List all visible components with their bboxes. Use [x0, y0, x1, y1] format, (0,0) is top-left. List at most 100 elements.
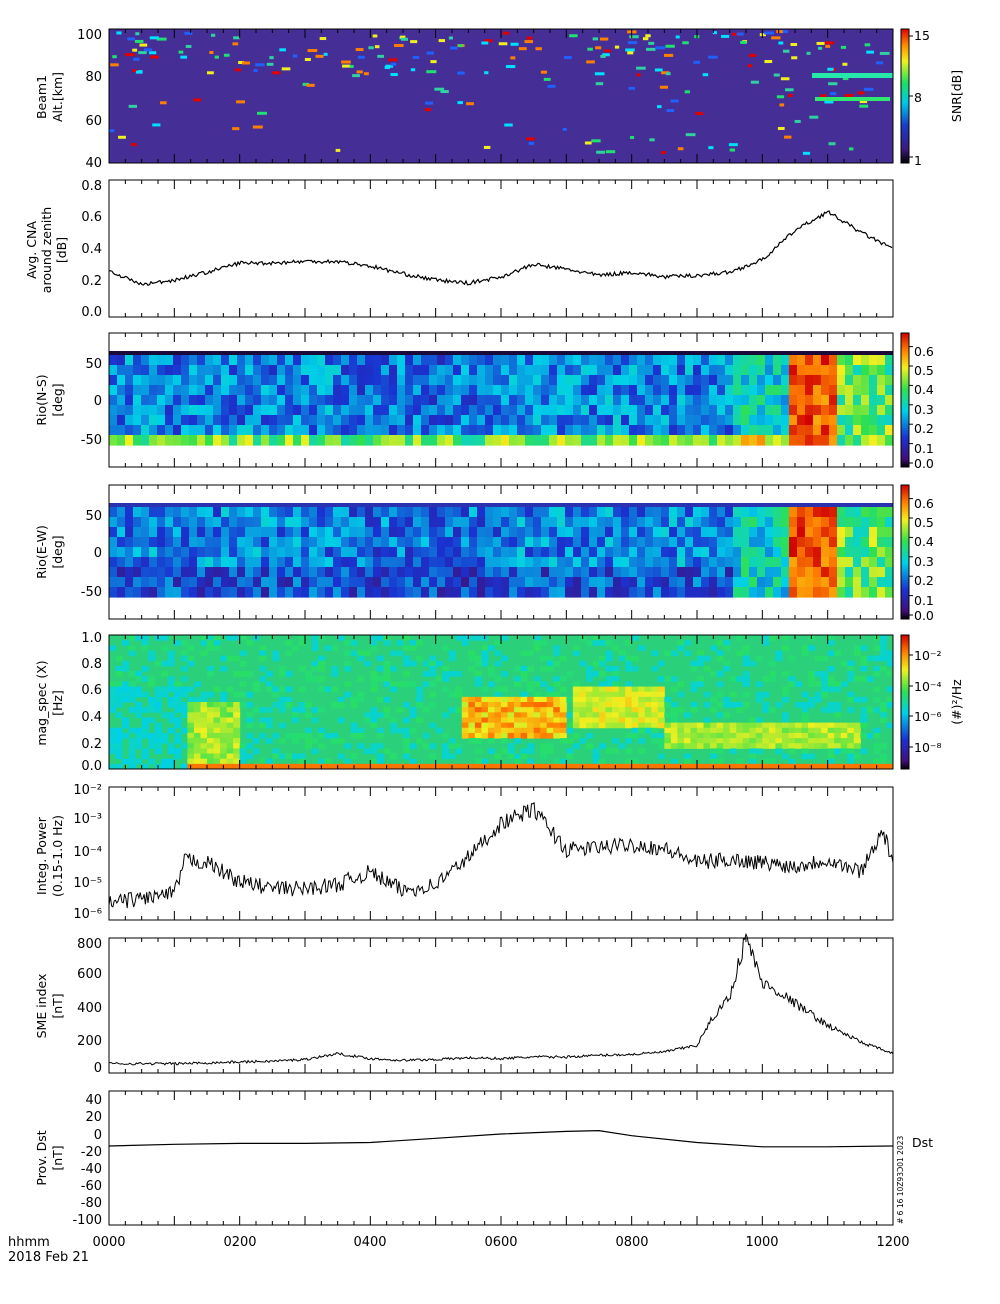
rio-ns-cell [669, 365, 678, 376]
rio-ns-cell [749, 355, 758, 366]
magspec-cell [566, 671, 574, 677]
beam1-echo-point [152, 123, 161, 127]
rio-ew-cell [813, 527, 822, 538]
rio-ns-cell [453, 355, 462, 366]
rio-ew-cell [245, 547, 254, 558]
magspec-cell [697, 722, 705, 729]
rio-ns-cell [173, 385, 182, 396]
rio-ns-cell [213, 395, 222, 406]
rio-ns-cell [269, 425, 278, 436]
beam1-echo-point [665, 72, 671, 76]
axis-ticks-7 [108, 1091, 894, 1225]
magspec-cell [631, 722, 639, 729]
magspec-cell [853, 763, 861, 770]
rio-ew-cell [669, 557, 678, 568]
rio-ew-cell [709, 547, 718, 558]
magspec-cell [572, 686, 580, 693]
magspec-cell [527, 763, 535, 770]
magspec-cell [226, 748, 234, 755]
magspec-cell [507, 748, 515, 755]
magspec-cell [141, 676, 149, 682]
magspec-cell [161, 671, 169, 677]
magspec-cell [187, 702, 195, 708]
magspec-cell [461, 712, 469, 718]
magspec-cell [716, 722, 724, 729]
rio-ns-cell [445, 415, 454, 426]
magspec-cell [389, 722, 397, 729]
magspec-cell [167, 676, 175, 682]
rio-ew-cell [685, 587, 694, 598]
rio-ew-cell [493, 527, 502, 538]
rio-ns-cell [237, 365, 246, 376]
rio-ns-cell [429, 405, 438, 416]
magspec-cell [154, 738, 162, 744]
rio-ew-cell [581, 567, 590, 578]
magspec-cell [122, 665, 130, 672]
rio-ew-cell [525, 567, 534, 578]
rio-ew-cell [613, 567, 622, 578]
rio-ew-cell [869, 557, 878, 568]
magspec-cell [272, 732, 280, 739]
magspec-cell [207, 645, 215, 651]
rio-ew-cell [597, 587, 606, 598]
magspec-cell [599, 702, 607, 708]
rio-ew-cell [325, 577, 334, 588]
beam1-echo-point [307, 49, 318, 53]
magspec-cell [331, 686, 339, 693]
magspec-ytick-labels: 0.0 0.2 0.4 0.6 0.8 1.0 [81, 631, 102, 774]
rio-ns-cell [453, 415, 462, 426]
magspec-cell [154, 660, 162, 667]
rio-ew-cell [621, 567, 630, 578]
magspec-cell [213, 748, 221, 755]
rio-ns-cell [549, 395, 558, 406]
magspec-cell [455, 707, 463, 713]
rio-ns-cell [133, 425, 142, 436]
magspec-cell [455, 686, 463, 693]
rio-ew-cell [445, 567, 454, 578]
rio-ns-cell [637, 355, 646, 366]
magspec-cell [487, 707, 495, 713]
rio-ns-cell [549, 425, 558, 436]
rio-ew-cell [877, 517, 886, 528]
magspec-cell [742, 671, 750, 677]
rio-ns-cell [861, 355, 870, 366]
rio-ew-cell [261, 507, 270, 518]
magspec-cell [847, 722, 855, 729]
rio-ew-cell [765, 537, 774, 548]
rio-ns-cell [237, 435, 246, 446]
beam1-echo-point [384, 66, 391, 70]
beam1-echo-point [319, 37, 327, 41]
magspec-cell [879, 753, 887, 760]
magspec-cell [501, 671, 509, 677]
rio-ns-cell [573, 355, 582, 366]
magspec-cell [148, 758, 156, 765]
rio-ew-cell [629, 547, 638, 558]
rio-ns-cell [389, 385, 398, 396]
magspec-cell [710, 758, 718, 765]
rio-ew-cell [741, 587, 750, 598]
rio-ns-cell [533, 415, 542, 426]
rio-ns-cell [389, 365, 398, 376]
beam1-echo-point [693, 60, 700, 64]
magspec-cell [207, 712, 215, 718]
magspec-cell [821, 676, 829, 682]
rio-ns-cell [589, 435, 598, 446]
rio-ns-cell [765, 355, 774, 366]
rio-ew-cell [261, 527, 270, 538]
rio-ew-cell [357, 537, 366, 548]
magspec-cell [207, 727, 215, 734]
magspec-cell [553, 681, 561, 688]
panel-sme: 0 200 400 600 800 SME index [nT] [34, 932, 894, 1076]
magspec-cell [461, 732, 469, 739]
rio-ew-cell [877, 527, 886, 538]
rio-ew-cell [709, 587, 718, 598]
magspec-cell [625, 717, 633, 724]
magspec-cell [638, 748, 646, 755]
rio-ns-cell [517, 375, 526, 386]
rio-ew-cell [365, 547, 374, 558]
rio-ew-cell [581, 587, 590, 598]
magspec-cell [396, 727, 404, 734]
magspec-cell [174, 686, 182, 693]
magspec-cell [625, 665, 633, 672]
rio-ew-cell [117, 517, 126, 528]
